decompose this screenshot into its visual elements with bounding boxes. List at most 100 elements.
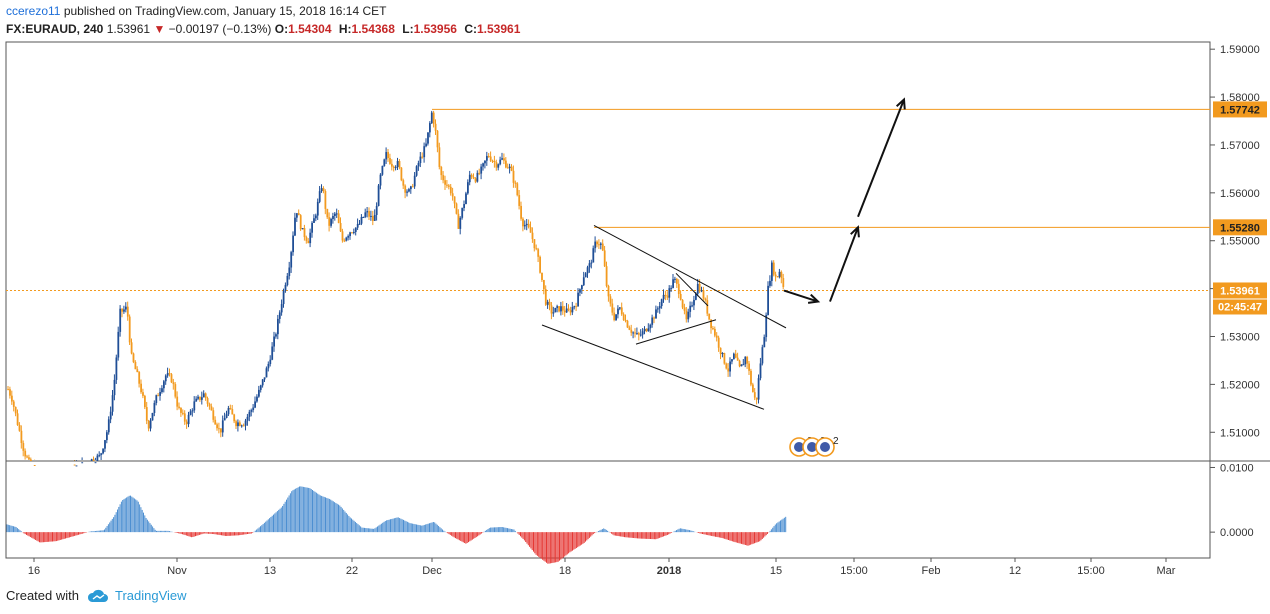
candle-body xyxy=(503,158,505,161)
candle-body xyxy=(364,212,367,217)
candle-body xyxy=(776,276,779,278)
candle-body xyxy=(30,459,32,461)
candle-body xyxy=(717,337,720,348)
candle-body xyxy=(332,216,334,219)
candle-body xyxy=(765,314,768,338)
candle-body xyxy=(370,215,372,217)
candle-body xyxy=(689,305,692,312)
candle-body xyxy=(522,218,524,227)
candle-body xyxy=(244,420,247,426)
candle-body xyxy=(755,397,758,400)
candle-body xyxy=(510,166,513,171)
candle-body xyxy=(708,313,711,320)
candle-body xyxy=(436,130,439,148)
candle-body xyxy=(157,395,160,397)
candle-body xyxy=(518,195,521,206)
candle-body xyxy=(208,403,211,407)
candle-body xyxy=(455,203,458,214)
candle-body xyxy=(544,289,547,305)
candle-body xyxy=(284,285,287,291)
candle-body xyxy=(449,186,452,194)
candle-body xyxy=(463,204,465,209)
candle-body xyxy=(132,353,135,362)
candle-body xyxy=(368,211,370,217)
candle-body xyxy=(662,294,665,300)
candle-body xyxy=(286,275,289,286)
candle-body xyxy=(193,401,196,411)
candle-body xyxy=(273,336,275,347)
candle-body xyxy=(482,163,484,167)
candle-body xyxy=(149,420,152,429)
candle-body xyxy=(495,162,498,168)
candle-body xyxy=(467,182,469,194)
candle-body xyxy=(461,208,464,218)
candle-body xyxy=(738,360,741,367)
candle-body xyxy=(451,193,454,197)
candle-body xyxy=(457,213,460,229)
candle-body xyxy=(767,285,769,315)
candle-body xyxy=(674,278,676,280)
candle-body xyxy=(432,112,435,124)
candle-body xyxy=(96,455,99,461)
candle-body xyxy=(421,156,424,158)
candle-body xyxy=(626,320,629,328)
candle-body xyxy=(489,156,492,161)
candle-body xyxy=(584,273,587,278)
candle-body xyxy=(655,309,657,319)
candle-body xyxy=(170,374,173,383)
candle-body xyxy=(548,301,551,306)
candle-body xyxy=(73,464,76,466)
candle-body xyxy=(142,392,144,396)
candle-body xyxy=(104,440,106,449)
candle-body xyxy=(18,424,21,431)
low-label: L: xyxy=(402,22,414,36)
author-link[interactable]: ccerezo11 xyxy=(6,4,61,18)
candle-body xyxy=(619,307,621,309)
price-label-box xyxy=(1213,219,1267,236)
candle-body xyxy=(117,331,120,358)
publish-info: ccerezo11 published on TradingView.com, … xyxy=(6,4,386,18)
symbol-label: FX:EURAUD, 240 xyxy=(6,22,104,36)
candle-body xyxy=(353,231,355,233)
candle-body xyxy=(250,410,253,412)
osc-tick-label: 0.0100 xyxy=(1220,462,1254,474)
candle-body xyxy=(166,373,169,376)
candle-body xyxy=(125,306,127,310)
candle-body xyxy=(672,279,674,288)
candle-body xyxy=(774,274,777,277)
price-tick-label: 1.57000 xyxy=(1220,140,1260,152)
candle-body xyxy=(560,306,562,312)
candle-body xyxy=(459,217,462,229)
projection-arrow xyxy=(857,99,905,218)
candle-body xyxy=(486,156,488,161)
candle-body xyxy=(419,156,422,164)
candle-body xyxy=(351,232,353,234)
candle-body xyxy=(163,381,165,389)
candle-body xyxy=(567,308,570,311)
symbol-info: FX:EURAUD, 240 1.53961 ▼ −0.00197 (−0.13… xyxy=(6,22,520,36)
time-tick-label: 18 xyxy=(559,565,571,577)
candle-body xyxy=(223,417,226,421)
candle-body xyxy=(491,160,494,162)
tradingview-logo[interactable]: TradingView xyxy=(87,588,187,603)
candle-body xyxy=(772,262,775,275)
candle-body xyxy=(721,353,724,355)
candle-body xyxy=(630,329,633,333)
candle-body xyxy=(282,290,285,305)
candle-body xyxy=(484,160,486,164)
candle-body xyxy=(113,379,116,396)
channel-upper-line xyxy=(593,224,787,329)
candle-body xyxy=(571,307,574,313)
open-label: O: xyxy=(274,22,289,36)
projection-arrow xyxy=(829,226,859,302)
candle-body xyxy=(33,464,36,466)
candle-body xyxy=(123,309,125,312)
candle-body xyxy=(277,318,279,335)
candle-body xyxy=(227,408,230,415)
event-badge-count: 2 xyxy=(833,436,839,447)
candle-body xyxy=(294,217,296,236)
candle-body xyxy=(520,205,522,219)
candle-body xyxy=(335,213,338,215)
candle-body xyxy=(356,223,359,228)
